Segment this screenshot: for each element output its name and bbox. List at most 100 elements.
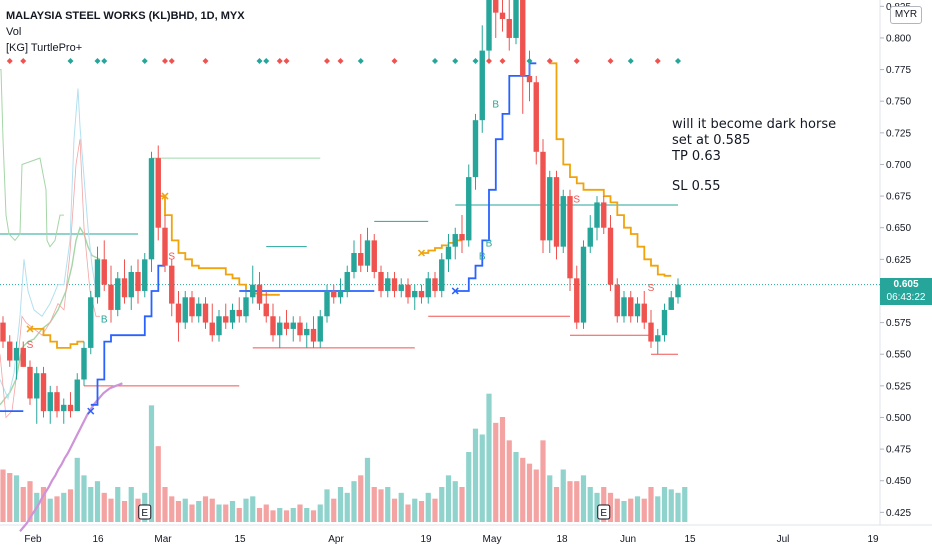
volume-bar xyxy=(7,473,13,522)
volume-bar xyxy=(412,498,418,522)
x-tick-label: 15 xyxy=(684,534,696,545)
buy-signal-label: B xyxy=(479,251,486,262)
candle-body xyxy=(209,322,215,336)
volume-bar xyxy=(229,501,236,522)
candle-body xyxy=(648,322,654,342)
candle-body xyxy=(412,290,418,298)
candle-body xyxy=(81,347,87,380)
volume-bar xyxy=(54,496,60,522)
volume-bar xyxy=(209,498,215,522)
x-tick-label: Jun xyxy=(620,534,636,545)
candle-body xyxy=(378,271,384,291)
signal-diamond xyxy=(141,58,148,64)
candle-body xyxy=(601,202,607,228)
volume-bar xyxy=(418,501,425,522)
volume-bar xyxy=(641,498,647,522)
y-tick-label: 0.750 xyxy=(886,97,911,108)
candle-body xyxy=(108,284,114,310)
y-tick-label: 0.575 xyxy=(886,318,911,329)
signal-diamond xyxy=(256,58,263,64)
volume-bar xyxy=(364,457,371,522)
x-tick-label: Apr xyxy=(328,534,344,545)
volume-bar xyxy=(439,487,445,522)
candle-body xyxy=(216,316,222,336)
candle-body xyxy=(128,271,134,298)
candle-body xyxy=(324,290,330,317)
currency-badge[interactable]: MYR xyxy=(890,6,922,24)
volume-bar xyxy=(668,489,674,522)
volume-bar xyxy=(310,510,317,522)
chart-annotation[interactable]: will it become dark horse set at 0.585 T… xyxy=(672,117,836,195)
volume-bar xyxy=(547,475,553,522)
volume-bar xyxy=(128,487,134,522)
volume-bar xyxy=(459,487,465,522)
candle-body xyxy=(675,284,681,298)
y-tick-label: 0.625 xyxy=(886,255,911,266)
chart-legend: MALAYSIA STEEL WORKS (KL)BHD, 1D, MYX Vo… xyxy=(6,8,245,56)
volume-bar xyxy=(27,481,33,522)
x-tick-label: 19 xyxy=(420,534,432,545)
volume-bar xyxy=(526,463,533,522)
volume-bar xyxy=(0,469,6,522)
volume-bar xyxy=(263,504,269,522)
signal-diamond xyxy=(20,58,27,64)
candle-body xyxy=(0,322,6,342)
signal-diamond xyxy=(162,58,168,64)
y-tick-label: 0.725 xyxy=(886,128,911,139)
volume-bar xyxy=(493,422,499,522)
candle-body xyxy=(229,309,236,323)
candle-body xyxy=(560,196,566,247)
volume-bar xyxy=(250,496,256,522)
volume-bar xyxy=(40,487,47,522)
candle-body xyxy=(364,240,371,266)
candle-body xyxy=(290,322,296,329)
volume-bar xyxy=(567,481,573,522)
candle-body xyxy=(243,297,249,317)
volume-bar xyxy=(621,501,627,522)
volume-bar xyxy=(277,508,283,522)
volume-bar xyxy=(155,446,161,522)
signal-diamond xyxy=(654,58,661,64)
volume-bar xyxy=(94,481,101,522)
signal-diamond xyxy=(101,58,108,64)
candle-body xyxy=(655,335,661,342)
exit-marker xyxy=(161,192,169,200)
volume-bar xyxy=(385,487,391,522)
signal-diamond xyxy=(432,58,438,64)
volume-bar xyxy=(223,504,229,522)
sell-signal-label: S xyxy=(648,283,655,294)
y-tick-label: 0.475 xyxy=(886,445,911,456)
volume-bar xyxy=(202,496,209,522)
event-marker xyxy=(138,504,152,520)
legend-vol: Vol xyxy=(6,26,22,38)
volume-bar xyxy=(513,452,519,522)
candle-body xyxy=(7,341,13,361)
volume-bar xyxy=(189,504,195,522)
annotation-line-2: set at 0.585 xyxy=(672,133,751,148)
volume-bar xyxy=(607,492,614,522)
volume-bar xyxy=(175,501,182,522)
annotation-line-3: TP 0.63 xyxy=(672,149,721,164)
candle-body xyxy=(574,278,580,323)
candle-body xyxy=(553,177,560,247)
annotation-line-4: SL 0.55 xyxy=(672,179,721,194)
x-tick-label: 16 xyxy=(92,534,104,545)
candle-body xyxy=(256,284,263,304)
candle-body xyxy=(74,379,80,412)
signal-diamond xyxy=(168,58,175,64)
candle-body xyxy=(310,328,317,342)
candle-body xyxy=(547,177,553,241)
volume-bar xyxy=(283,510,290,522)
y-tick-label: 0.500 xyxy=(886,413,911,424)
candle-body xyxy=(628,297,634,317)
candle-body xyxy=(668,297,674,310)
volume-bar xyxy=(472,428,479,522)
candle-body xyxy=(148,158,155,260)
volume-bar xyxy=(391,498,398,522)
candle-body xyxy=(405,284,411,298)
x-tick-label: May xyxy=(483,534,502,545)
y-tick-label: 0.550 xyxy=(886,350,911,361)
y-tick-label: 0.700 xyxy=(886,160,911,171)
volume-bar xyxy=(398,492,404,522)
